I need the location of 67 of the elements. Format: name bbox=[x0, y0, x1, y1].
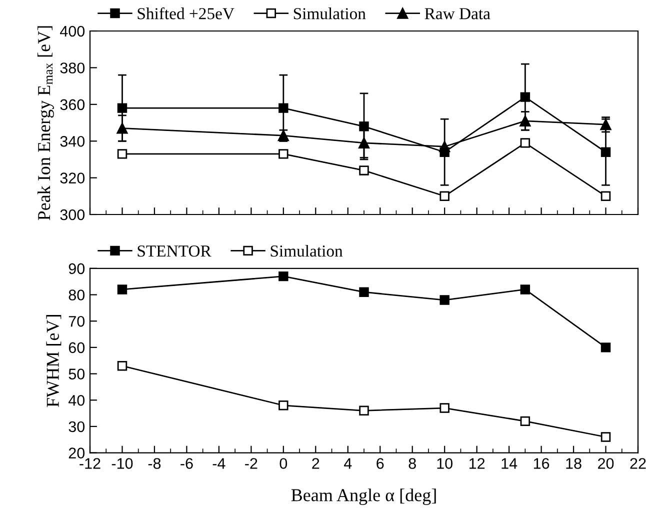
x-tick-label: 0 bbox=[280, 458, 288, 469]
point bbox=[440, 295, 450, 305]
point bbox=[440, 191, 450, 202]
legend-label: Simulation bbox=[270, 244, 343, 257]
x-tick-label: 18 bbox=[566, 458, 582, 469]
point bbox=[520, 284, 530, 294]
point bbox=[117, 361, 128, 371]
x-tick-label: 10 bbox=[437, 458, 452, 469]
y-tick-label: 50 bbox=[68, 368, 85, 380]
y-tick-label: 400 bbox=[60, 26, 85, 37]
point bbox=[520, 416, 530, 426]
y-tick-label: 80 bbox=[68, 290, 85, 300]
x-tick-label: -6 bbox=[180, 458, 193, 469]
point bbox=[278, 271, 288, 282]
x-tick-label: -2 bbox=[245, 458, 258, 469]
point bbox=[278, 149, 288, 159]
point bbox=[440, 403, 450, 413]
point bbox=[520, 115, 531, 126]
y-tick-label: 30 bbox=[68, 421, 85, 432]
y-tick-label: 360 bbox=[60, 99, 85, 110]
point bbox=[278, 400, 288, 410]
point bbox=[116, 122, 128, 134]
point bbox=[359, 406, 369, 416]
point bbox=[117, 284, 128, 294]
y-tick-label: 300 bbox=[60, 209, 85, 220]
legend-label: Simulation bbox=[294, 8, 366, 20]
x-tick-label: 20 bbox=[598, 458, 614, 469]
y-axis-title: FWHM [eV] bbox=[46, 315, 62, 407]
point bbox=[117, 149, 128, 159]
x-tick-label: -4 bbox=[212, 458, 226, 469]
x-tick-label: -12 bbox=[80, 458, 100, 469]
x-tick-label: 16 bbox=[534, 458, 550, 469]
y-tick-label: 40 bbox=[68, 394, 85, 406]
point bbox=[600, 147, 611, 157]
x-axis-title: Beam Angle α [deg] bbox=[291, 488, 436, 505]
x-tick-label: 2 bbox=[312, 458, 320, 469]
point bbox=[359, 166, 369, 176]
x-tick-label: 6 bbox=[376, 458, 384, 469]
x-tick-label: 4 bbox=[344, 458, 352, 469]
point bbox=[600, 342, 611, 352]
x-tick-label: 12 bbox=[469, 458, 485, 469]
legend-label: STENTOR bbox=[138, 245, 212, 257]
point bbox=[359, 287, 369, 297]
y-tick-label: 320 bbox=[60, 172, 85, 184]
y-tick-label: 20 bbox=[68, 448, 85, 458]
point bbox=[117, 103, 128, 113]
x-tick-label: 8 bbox=[408, 458, 416, 469]
point bbox=[600, 432, 611, 442]
point bbox=[600, 191, 611, 202]
y-tick-label: 90 bbox=[68, 263, 85, 274]
legend-label: Raw Data bbox=[424, 8, 490, 20]
x-tick-label: -8 bbox=[148, 458, 161, 469]
y-axis-title: Peak Ion Energy E$_{max}$ [eV] bbox=[37, 26, 54, 220]
point bbox=[439, 141, 450, 152]
y-tick-label: 60 bbox=[68, 342, 85, 354]
point bbox=[358, 137, 370, 148]
x-tick-label: 22 bbox=[630, 458, 646, 469]
point bbox=[520, 92, 530, 102]
point bbox=[278, 103, 288, 113]
point bbox=[520, 138, 530, 148]
legend-label: Shifted +25eV bbox=[138, 7, 234, 20]
y-tick-label: 340 bbox=[60, 136, 85, 147]
x-tick-label: -10 bbox=[112, 458, 133, 469]
point bbox=[359, 122, 369, 132]
x-tick-label: 14 bbox=[502, 458, 518, 469]
y-tick-label: 380 bbox=[60, 62, 85, 74]
y-tick-label: 70 bbox=[68, 316, 85, 327]
